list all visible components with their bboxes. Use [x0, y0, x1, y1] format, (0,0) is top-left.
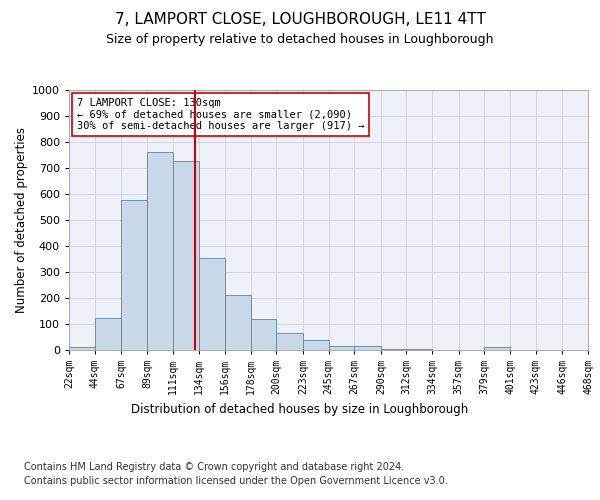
Text: 7, LAMPORT CLOSE, LOUGHBOROUGH, LE11 4TT: 7, LAMPORT CLOSE, LOUGHBOROUGH, LE11 4TT [115, 12, 485, 28]
Bar [303, 340, 329, 350]
Text: 7 LAMPORT CLOSE: 130sqm
← 69% of detached houses are smaller (2,090)
30% of semi: 7 LAMPORT CLOSE: 130sqm ← 69% of detache… [77, 98, 364, 131]
Bar [95, 318, 121, 350]
Bar [199, 258, 225, 350]
Bar [329, 346, 354, 350]
Bar [406, 348, 432, 350]
Bar [121, 200, 147, 350]
Text: Distribution of detached houses by size in Loughborough: Distribution of detached houses by size … [131, 402, 469, 415]
Bar [276, 333, 303, 350]
Bar [147, 152, 173, 350]
Text: Contains public sector information licensed under the Open Government Licence v3: Contains public sector information licen… [24, 476, 448, 486]
Bar [251, 319, 276, 350]
Bar [225, 296, 251, 350]
Bar [484, 348, 510, 350]
Bar [381, 348, 406, 350]
Text: Contains HM Land Registry data © Crown copyright and database right 2024.: Contains HM Land Registry data © Crown c… [24, 462, 404, 472]
Text: Size of property relative to detached houses in Loughborough: Size of property relative to detached ho… [106, 32, 494, 46]
Bar [173, 162, 199, 350]
Y-axis label: Number of detached properties: Number of detached properties [15, 127, 28, 313]
Bar [354, 346, 381, 350]
Bar [69, 348, 95, 350]
